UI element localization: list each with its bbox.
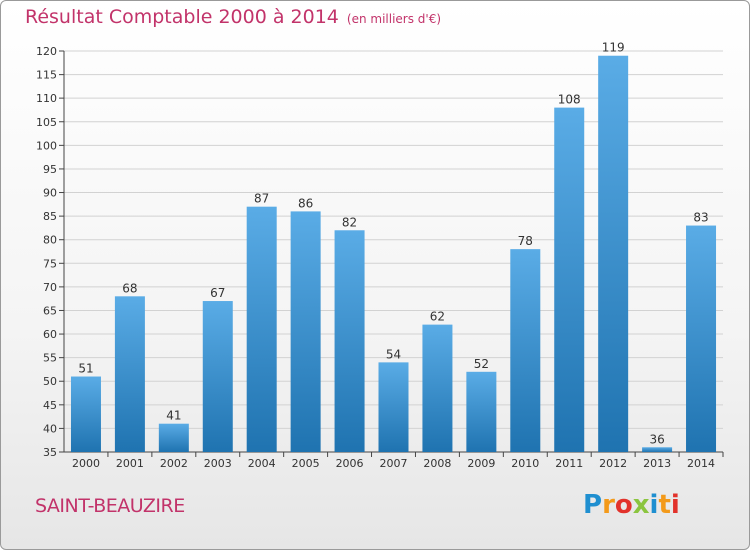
x-tick-label: 2011 [555,457,583,470]
bar-2009 [466,371,497,452]
y-tick-label: 60 [43,328,57,341]
proxiti-logo: Proxiti [583,490,680,520]
y-tick-label: 35 [43,446,57,459]
x-tick-label: 2003 [204,457,232,470]
x-tick-label: 2008 [423,457,451,470]
bar-2002 [158,423,189,452]
logo-letter: P [583,490,603,520]
logo-letter: x [632,490,650,520]
data-label: 78 [518,234,533,248]
y-tick-label: 120 [36,45,57,58]
x-tick-label: 2002 [160,457,188,470]
y-tick-label: 95 [43,163,57,176]
data-label: 108 [558,93,581,107]
chart-subtitle: (en milliers d'€) [346,12,442,26]
y-tick-label: 80 [43,234,57,247]
data-label: 51 [78,362,93,376]
x-tick-label: 2004 [248,457,276,470]
x-tick-label: 2000 [72,457,100,470]
y-tick-label: 45 [43,399,57,412]
bar-2011 [554,107,585,453]
data-label: 67 [210,286,225,300]
bar-chart: 35 40 45 50 55 60 65 70 75 80 85 90 95 100 105 110 115 12… [36,41,724,470]
logo-letter: t [658,490,671,520]
bar-2004 [246,206,277,452]
x-tick-label: 2006 [336,457,364,470]
y-tick-label: 90 [43,187,57,200]
y-tick-label: 70 [43,281,57,294]
logo-letter: i [649,490,659,520]
chart-title: Résultat Comptable 2000 à 2014 (en millie… [25,6,441,28]
y-tick-label: 110 [36,92,57,105]
data-label: 41 [166,409,181,423]
logo-letter: o [614,490,633,520]
x-tick-label: 2010 [511,457,539,470]
bar-2005 [290,211,321,452]
y-tick-label: 105 [36,116,57,129]
y-tick-label: 40 [43,422,57,435]
bar-2003 [202,301,233,452]
data-label: 68 [122,281,137,295]
x-tick-label: 2009 [467,457,495,470]
commune-name: SAINT-BEAUZIRE [35,495,185,517]
logo-letter: i [670,490,680,520]
x-tick-label: 2012 [599,457,627,470]
data-label: 82 [342,215,357,229]
y-tick-label: 115 [36,69,57,82]
data-label: 86 [298,196,313,210]
y-tick-label: 65 [43,304,57,317]
bar-2012 [598,55,629,452]
x-tick-label: 2005 [292,457,320,470]
bar-2014 [686,225,717,452]
logo-letter: r [602,490,615,520]
data-label: 62 [430,310,445,324]
x-tick-label: 2014 [687,457,715,470]
y-tick-label: 75 [43,257,57,270]
bar-2006 [334,230,365,452]
bar-2010 [510,249,541,452]
bar-2001 [114,296,145,452]
bar-2013 [642,447,673,452]
data-label: 87 [254,192,269,206]
bar-2008 [422,324,453,452]
data-label: 36 [649,432,664,446]
data-label: 54 [386,347,401,361]
data-label: 119 [602,41,625,55]
y-tick-label: 55 [43,352,57,365]
y-tick-label: 100 [36,139,57,152]
data-label: 83 [693,211,708,225]
bar-2000 [70,376,101,452]
x-tick-label: 2007 [380,457,408,470]
chart-title-main: Résultat Comptable 2000 à 2014 [25,6,339,28]
y-tick-label: 50 [43,375,57,388]
x-tick-label: 2001 [116,457,144,470]
data-label: 52 [474,357,489,371]
y-tick-label: 85 [43,210,57,223]
x-tick-label: 2013 [643,457,671,470]
bar-2007 [378,362,409,452]
